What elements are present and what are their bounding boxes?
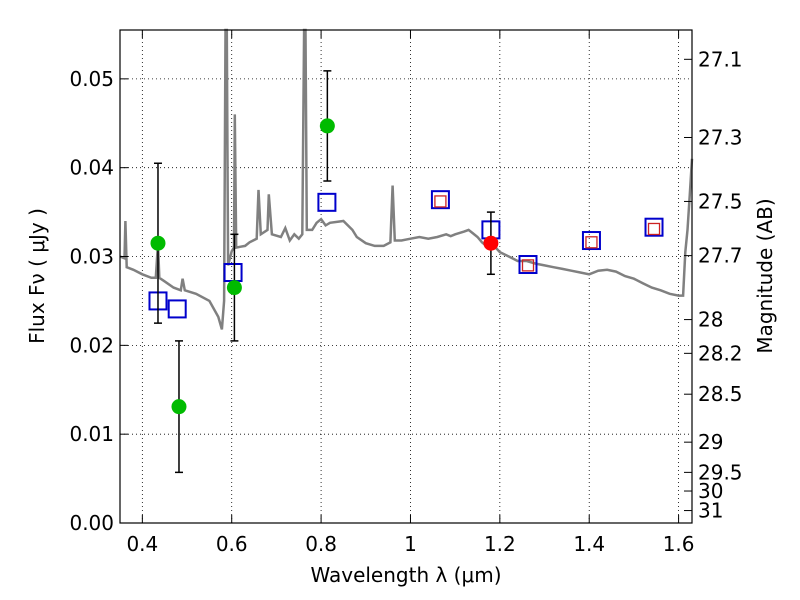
blue-square-marker bbox=[644, 217, 664, 237]
x-tick-label: 1.2 bbox=[484, 532, 516, 556]
model-spectrum-line bbox=[119, 28, 694, 330]
x-tick-label: 1.6 bbox=[663, 532, 695, 556]
red-square-marker bbox=[521, 259, 535, 272]
data-markers bbox=[148, 70, 664, 474]
right-tick-label: 31 bbox=[698, 499, 723, 523]
x-axis-label: Wavelength λ (μm) bbox=[310, 563, 501, 587]
plot-area bbox=[119, 28, 694, 474]
right-tick-label: 29 bbox=[698, 430, 723, 454]
plot-frame bbox=[119, 29, 693, 524]
x-tick-label: 1 bbox=[404, 532, 417, 556]
y-tick-label: 0.04 bbox=[69, 156, 114, 180]
right-tick-label: 28.2 bbox=[698, 341, 743, 365]
right-tick-label: 27.7 bbox=[698, 244, 743, 268]
x-tick-label: 0.8 bbox=[305, 532, 337, 556]
red-square-marker bbox=[585, 236, 598, 249]
green-data-point bbox=[171, 399, 187, 415]
green-data-point bbox=[150, 235, 166, 251]
green-data-point bbox=[319, 118, 335, 134]
red-data-point bbox=[483, 235, 499, 251]
right-tick-label: 28 bbox=[698, 308, 723, 332]
grid-lines bbox=[120, 30, 692, 524]
y-tick-label: 0.05 bbox=[69, 67, 114, 91]
right-tick-label: 27.1 bbox=[698, 47, 743, 71]
blue-square-marker bbox=[430, 190, 450, 210]
y-tick-label: 0.01 bbox=[69, 422, 114, 446]
y-axis-label: Flux Fν ( μJy ) bbox=[25, 208, 49, 344]
blue-square-marker bbox=[167, 299, 187, 319]
red-square-marker bbox=[647, 222, 661, 236]
y-tick-label: 0.00 bbox=[69, 511, 114, 535]
right-tick-label: 27.5 bbox=[698, 189, 743, 213]
y-tick-label: 0.02 bbox=[69, 333, 114, 357]
y-tick-label: 0.03 bbox=[69, 245, 114, 269]
blue-square-marker bbox=[317, 192, 337, 212]
blue-square-marker bbox=[223, 263, 243, 283]
x-tick-label: 1.4 bbox=[573, 532, 605, 556]
axis-ticks: 0.4 0.6 0.8 1 1.2 1.4 1.6 0.00 0.01 0.02 0.03 0.04 0… bbox=[69, 30, 743, 556]
x-tick-label: 0.4 bbox=[126, 532, 158, 556]
blue-square-marker bbox=[518, 255, 538, 275]
right-tick-label: 28.5 bbox=[698, 382, 743, 406]
right-tick-label: 30 bbox=[698, 479, 723, 503]
right-axis-label: Magnitude (AB) bbox=[753, 198, 777, 353]
blue-square-marker bbox=[581, 231, 601, 251]
right-tick-label: 27.3 bbox=[698, 125, 743, 149]
red-square-marker bbox=[434, 195, 447, 208]
x-tick-label: 0.6 bbox=[216, 532, 248, 556]
green-data-point bbox=[226, 280, 242, 296]
right-tick-label: 29.5 bbox=[698, 460, 743, 484]
